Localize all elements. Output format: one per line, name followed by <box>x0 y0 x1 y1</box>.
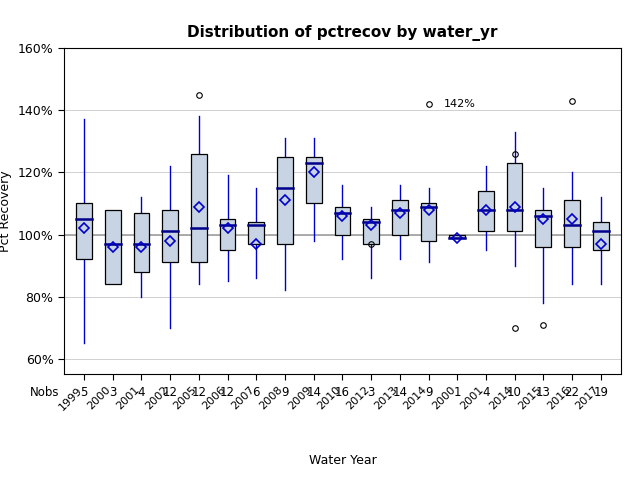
Title: Distribution of pctrecov by water_yr: Distribution of pctrecov by water_yr <box>187 25 498 41</box>
Bar <box>191 154 207 263</box>
Bar <box>536 210 551 247</box>
Bar <box>163 210 178 263</box>
Text: 9: 9 <box>281 386 289 399</box>
X-axis label: Water Year: Water Year <box>308 454 376 467</box>
Text: 6: 6 <box>253 386 260 399</box>
Text: 19: 19 <box>593 386 608 399</box>
Text: 142%: 142% <box>444 99 476 109</box>
Text: 10: 10 <box>507 386 522 399</box>
Bar <box>134 213 149 272</box>
Bar <box>277 157 293 244</box>
Text: 4: 4 <box>482 386 490 399</box>
Text: 14: 14 <box>392 386 407 399</box>
Bar <box>593 222 609 250</box>
Bar <box>306 157 321 204</box>
Bar <box>478 191 494 231</box>
Bar <box>507 163 522 231</box>
Y-axis label: Pct Recovery: Pct Recovery <box>0 170 12 252</box>
Bar <box>449 235 465 238</box>
Text: 13: 13 <box>536 386 551 399</box>
Bar <box>392 200 408 235</box>
Bar <box>420 204 436 241</box>
Text: 12: 12 <box>163 386 178 399</box>
Text: Nobs: Nobs <box>29 386 59 399</box>
Text: 22: 22 <box>564 386 579 399</box>
Text: 14: 14 <box>306 386 321 399</box>
Bar <box>248 222 264 244</box>
Text: 3: 3 <box>109 386 116 399</box>
Text: 12: 12 <box>220 386 235 399</box>
Text: 5: 5 <box>81 386 88 399</box>
Text: 3: 3 <box>367 386 375 399</box>
Bar <box>335 206 350 235</box>
Bar <box>76 204 92 259</box>
Bar <box>564 200 580 247</box>
Bar <box>364 219 379 244</box>
Text: 9: 9 <box>425 386 432 399</box>
Text: 16: 16 <box>335 386 350 399</box>
Text: 1: 1 <box>454 386 461 399</box>
Text: 4: 4 <box>138 386 145 399</box>
Bar <box>220 219 236 250</box>
Text: 12: 12 <box>191 386 206 399</box>
Bar <box>105 210 121 284</box>
